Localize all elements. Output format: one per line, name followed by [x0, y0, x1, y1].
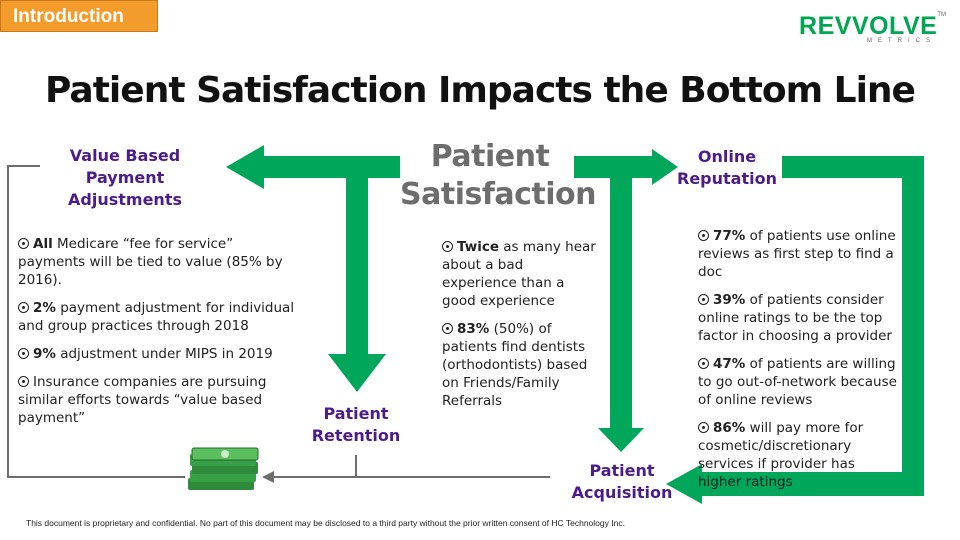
acquisition-green-arrowhead	[598, 428, 644, 452]
bullet-icon	[698, 422, 709, 433]
center-heading: Patient Satisfaction	[400, 138, 597, 214]
node-value-based-line2: Adjustments	[68, 190, 182, 209]
list-item: 9% adjustment under MIPS in 2019	[18, 345, 298, 363]
node-acquisition-line2: Acquisition	[571, 483, 673, 502]
node-acquisition: Patient Acquisition	[566, 460, 678, 504]
list-item: 39% of patients consider online ratings …	[698, 292, 892, 344]
left-bullets: All Medicare “fee for service” payments …	[18, 235, 298, 437]
list-item: 77% of patients use online reviews as fi…	[698, 228, 896, 280]
list-item: Insurance companies are pursuing similar…	[18, 374, 267, 426]
right-green-bar	[574, 156, 654, 178]
logo-name: REVVOLVE	[799, 12, 938, 40]
right-bullets: 77% of patients use online reviews as fi…	[698, 227, 898, 501]
reputation-loop-arrowhead	[666, 464, 702, 504]
node-value-based: Value Based Payment Adjustments	[30, 145, 220, 211]
money-stack-icon	[188, 447, 259, 490]
page-title: Patient Satisfaction Impacts the Bottom …	[45, 70, 916, 111]
bullet-icon	[18, 376, 29, 387]
node-online-reputation: Online Reputation	[672, 146, 782, 190]
list-item: All Medicare “fee for service” payments …	[18, 236, 283, 288]
retention-to-money-arrowhead	[262, 471, 274, 483]
bullet-icon	[698, 294, 709, 305]
bullet-icon	[442, 323, 453, 334]
center-heading-line2: Satisfaction	[400, 177, 597, 212]
revvolve-logo: REVVOLVETM METRICS	[799, 12, 946, 44]
node-retention-line1: Patient	[323, 404, 389, 423]
footer-disclaimer: This document is proprietary and confide…	[26, 518, 625, 528]
logo-tm: TM	[937, 12, 946, 18]
node-acquisition-line1: Patient	[589, 461, 655, 480]
list-item: 47% of patients are willing to go out-of…	[698, 356, 897, 408]
node-online-reputation-line1: Online	[697, 147, 757, 166]
bullet-icon	[698, 230, 709, 241]
center-bullets: Twice as many hear about a bad experienc…	[442, 238, 602, 420]
bullet-icon	[442, 241, 453, 252]
bullet-icon	[698, 358, 709, 369]
logo-sub: METRICS	[867, 38, 936, 44]
center-heading-line1: Patient	[430, 139, 550, 174]
left-green-arrowhead	[226, 145, 264, 189]
node-online-reputation-line2: Reputation	[677, 169, 777, 188]
list-item: Twice as many hear about a bad experienc…	[442, 239, 596, 309]
retention-green-bar	[346, 176, 368, 356]
list-item: 2% payment adjustment for individual and…	[18, 300, 295, 334]
section-tag: Introduction	[0, 0, 158, 32]
bullet-icon	[18, 348, 29, 359]
retention-green-arrowhead	[328, 354, 386, 392]
left-green-bar	[262, 156, 400, 178]
node-retention: Patient Retention	[300, 403, 412, 447]
node-value-based-line1: Value Based Payment	[69, 146, 181, 187]
right-green-arrowhead	[652, 149, 678, 185]
bullet-icon	[18, 302, 29, 313]
node-retention-line2: Retention	[311, 426, 401, 445]
bullet-icon	[18, 238, 29, 249]
list-item: 83% (50%) of patients find dentists (ort…	[442, 321, 588, 409]
left-connector-line	[7, 165, 185, 478]
acquisition-green-bar	[610, 176, 632, 428]
list-item: 86% will pay more for cosmetic/discretio…	[698, 420, 864, 490]
